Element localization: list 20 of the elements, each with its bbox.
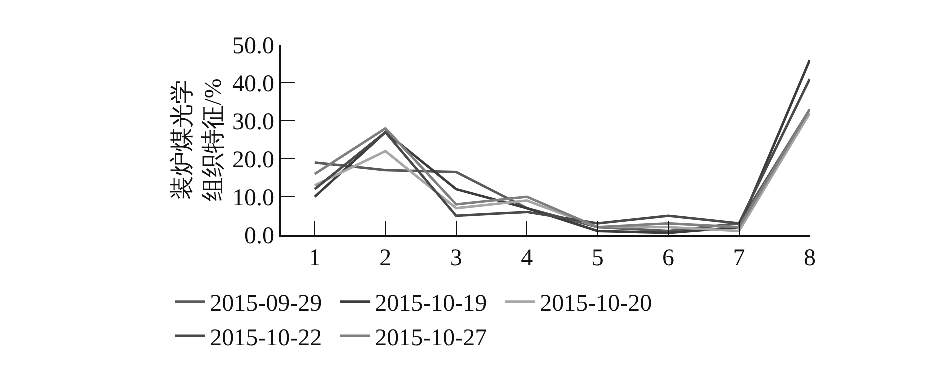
y-tick-label: 20.0 xyxy=(232,147,274,174)
legend-label: 2015-10-22 xyxy=(210,325,322,352)
x-tick-label: 6 xyxy=(662,246,675,272)
x-tick-label: 3 xyxy=(450,246,462,272)
y-tick-label: 30.0 xyxy=(232,109,274,136)
x-tick-label: 1 xyxy=(308,246,321,272)
legend-label: 2015-10-20 xyxy=(540,291,652,318)
y-tick-label: 0.0 xyxy=(244,223,274,250)
x-tick-label: 4 xyxy=(521,246,534,272)
legend-label: 2015-10-19 xyxy=(375,291,488,318)
legend-label: 2015-09-29 xyxy=(210,291,322,318)
y-tick-label: 40.0 xyxy=(232,71,274,98)
x-tick-label: 5 xyxy=(592,246,604,272)
x-tick-label: 2 xyxy=(380,246,392,272)
legend-label: 2015-10-27 xyxy=(375,325,488,352)
x-tick-label: 7 xyxy=(733,246,746,272)
y-axis-title: 装炉煤光学组织特征/% xyxy=(168,78,228,202)
y-tick-label: 50.0 xyxy=(232,33,274,60)
x-tick-label: 8 xyxy=(804,246,816,272)
y-tick-label: 10.0 xyxy=(232,185,274,212)
